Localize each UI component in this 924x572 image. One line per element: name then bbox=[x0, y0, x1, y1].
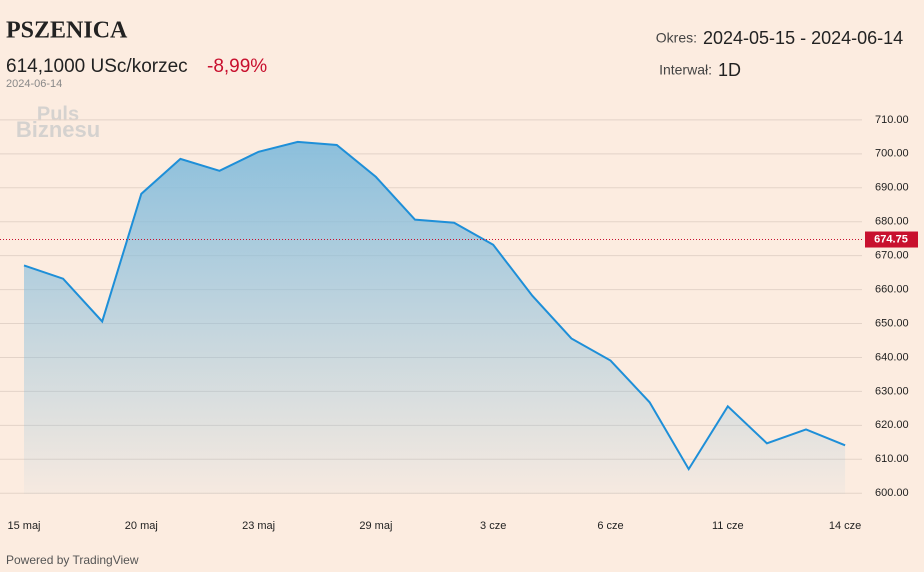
title: PSZENICA bbox=[6, 18, 128, 44]
y-tick-label: 640.00 bbox=[875, 351, 909, 363]
watermark: Biznesu bbox=[16, 117, 100, 142]
x-tick-label: 29 maj bbox=[359, 520, 392, 532]
footer: Powered by TradingView bbox=[6, 553, 139, 567]
interval-label: Interwał: bbox=[659, 62, 712, 78]
y-tick-label: 660.00 bbox=[875, 283, 909, 295]
x-tick-label: 6 cze bbox=[597, 520, 623, 532]
price-tag-label: 674.75 bbox=[874, 233, 908, 245]
y-tick-label: 650.00 bbox=[875, 317, 909, 329]
interval: 1D bbox=[718, 60, 741, 80]
price-tag bbox=[865, 231, 918, 248]
y-tick-label: 620.00 bbox=[875, 419, 909, 431]
x-tick-label: 20 maj bbox=[125, 520, 158, 532]
x-tick-label: 3 cze bbox=[480, 520, 506, 532]
x-tick-label: 14 cze bbox=[829, 520, 861, 532]
period-label: Okres: bbox=[656, 30, 697, 46]
x-tick-label: 23 maj bbox=[242, 520, 275, 532]
price: 614,1000 USc/korzec bbox=[6, 56, 188, 77]
y-tick-label: 670.00 bbox=[875, 250, 909, 262]
y-tick-label: 680.00 bbox=[875, 216, 909, 228]
y-tick-label: 630.00 bbox=[875, 385, 909, 397]
y-tick-label: 700.00 bbox=[875, 148, 909, 160]
period: 2024-05-15 - 2024-06-14 bbox=[703, 28, 903, 48]
y-tick-label: 710.00 bbox=[875, 114, 909, 126]
area-fill bbox=[24, 141, 846, 494]
y-tick-label: 610.00 bbox=[875, 453, 909, 465]
date: 2024-06-14 bbox=[6, 78, 62, 90]
line bbox=[23, 140, 846, 472]
y-tick-label: 690.00 bbox=[875, 182, 909, 194]
x-tick-label: 11 cze bbox=[712, 520, 744, 532]
x-tick-label: 15 maj bbox=[7, 520, 40, 532]
y-tick-label: 600.00 bbox=[875, 487, 909, 499]
change: -8,99% bbox=[207, 56, 267, 77]
